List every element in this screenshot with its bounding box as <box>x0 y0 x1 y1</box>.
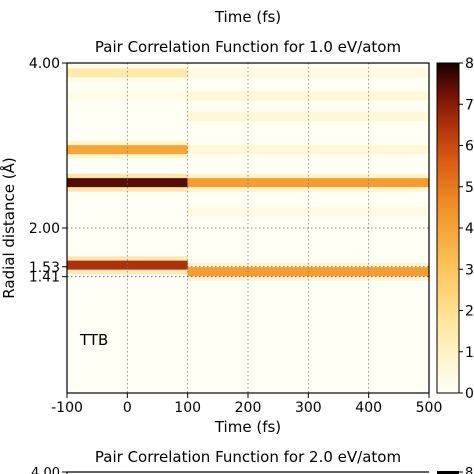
second-colorbar-tick-label: 8 <box>465 466 473 474</box>
second-chart: Pair Correlation Function for 2.0 eV/ato… <box>31 448 473 474</box>
y-tick-label-3: 1.41 <box>29 270 60 286</box>
band-2-0 <box>187 112 429 122</box>
colorbar-tick-label-8: 8 <box>465 56 474 72</box>
colorbar-tick-label-2: 2 <box>465 304 474 320</box>
second-colorbar-top <box>437 471 459 474</box>
y-axis-ticks: 4.00 2.00 1.531.41 <box>29 56 67 286</box>
second-ytick-label: 4.00 <box>31 466 60 474</box>
x-tick-label-2: 100 <box>174 400 201 416</box>
colorbar-tick-label-7: 7 <box>465 97 474 113</box>
band-4-0 <box>67 178 188 188</box>
x-axis-ticks: -100 0 100 200 300 400 500 <box>51 393 442 416</box>
x-tick-label-5: 400 <box>355 400 382 416</box>
plot-area: -100 0 100 200 300 400 500 4.00 2.00 1.531.41 TT… <box>29 56 443 416</box>
band-0-1 <box>187 68 429 78</box>
y-tick-label-0: 4.00 <box>29 56 60 72</box>
band-4-1 <box>187 178 429 188</box>
colorbar-tick-label-3: 3 <box>465 262 474 278</box>
x-tick-label-0: -100 <box>51 400 83 416</box>
colorbar-scale <box>436 62 460 394</box>
band-0-0 <box>67 68 188 78</box>
top-axis-label: Time (fs) <box>214 8 281 26</box>
annotation-label: TTB <box>79 331 108 349</box>
x-axis-label: Time (fs) <box>214 418 281 436</box>
x-tick-label-1: 0 <box>123 400 132 416</box>
band-6-0 <box>67 260 188 270</box>
band-3-1 <box>187 145 429 155</box>
second-chart-title: Pair Correlation Function for 2.0 eV/ato… <box>95 448 401 466</box>
y-tick-label-1: 2.00 <box>29 221 60 237</box>
colorbar-tick-label-4: 4 <box>465 221 474 237</box>
y-axis-label: Radial distance (Å) <box>0 157 18 298</box>
colorbar-tick-label-0: 0 <box>465 386 474 402</box>
colorbar-tick-label-5: 5 <box>465 180 474 196</box>
band-3-0 <box>67 145 188 155</box>
chart-title: Pair Correlation Function for 1.0 eV/ato… <box>95 38 401 56</box>
colorbar-tick-label-1: 1 <box>465 345 474 361</box>
colorbar-tick-label-6: 6 <box>465 139 474 155</box>
colorbar: 0 1 2 3 4 5 6 7 8 <box>436 56 474 402</box>
x-tick-label-4: 300 <box>295 400 322 416</box>
colorbar-ticks: 0 1 2 3 4 5 6 7 8 <box>459 56 474 402</box>
x-tick-label-3: 200 <box>235 400 262 416</box>
x-tick-label-6: 500 <box>416 400 443 416</box>
y-tick-label-2: 1.53 <box>29 260 60 276</box>
